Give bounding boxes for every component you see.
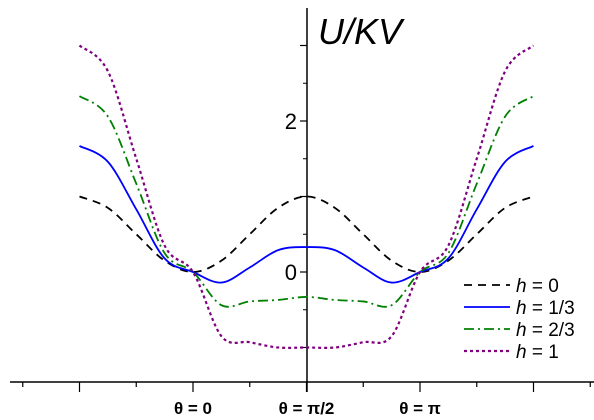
y-tick-labels: 02: [285, 109, 297, 285]
x-tick-labels: θ = 0 θ = π/2 θ = π: [174, 399, 441, 418]
x-tick-label: θ = 0: [174, 399, 212, 418]
legend-label: h = 1/3: [516, 298, 575, 319]
x-tick-label: θ = π/2: [279, 399, 335, 418]
axes: [10, 8, 594, 392]
legend-label: h = 1: [516, 342, 559, 363]
legend-label: h = 2/3: [516, 320, 575, 341]
y-axis-label: U/KV: [318, 11, 405, 52]
x-tick-label: θ = π: [399, 399, 441, 418]
ticks: [22, 44, 591, 392]
series-line-2: [78, 95, 534, 308]
series-line-1: [79, 145, 534, 284]
series-line-3: [78, 44, 535, 349]
legend: h = 0h = 1/3h = 2/3h = 1: [464, 276, 575, 363]
series-lines: [78, 44, 535, 349]
legend-label: h = 0: [516, 276, 559, 297]
y-tick-label: 2: [285, 109, 297, 134]
y-tick-label: 0: [285, 260, 297, 285]
